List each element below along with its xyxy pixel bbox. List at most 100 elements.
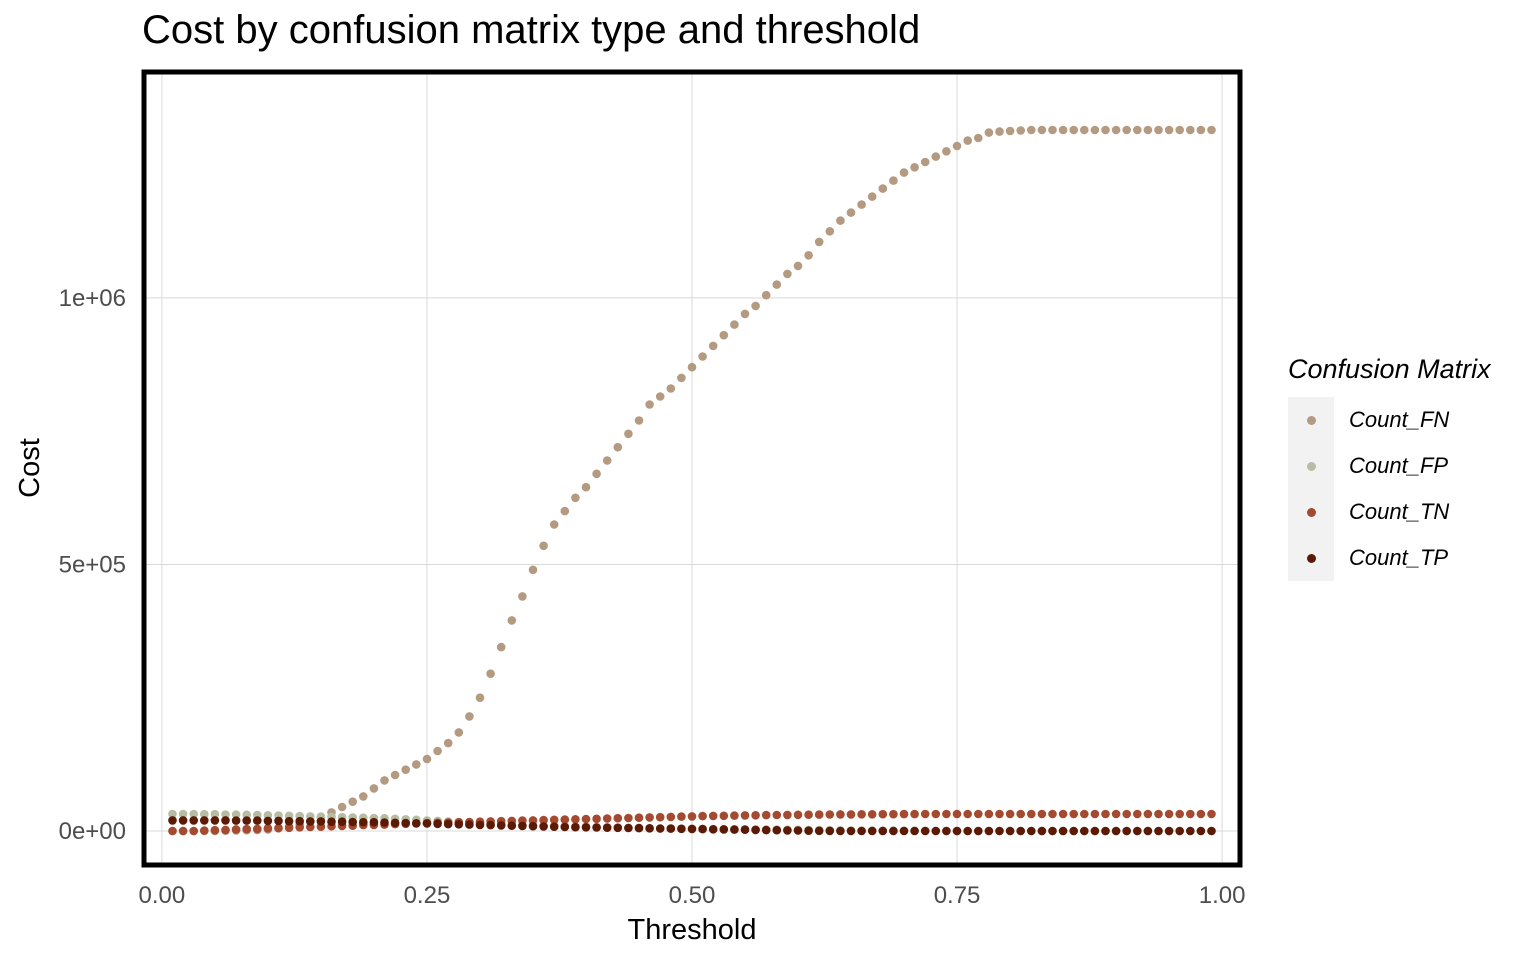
data-point: [624, 823, 633, 833]
data-point: [1016, 809, 1025, 819]
data-point: [539, 815, 548, 825]
data-point: [465, 820, 474, 829]
y-tick-label: 0e+00: [59, 818, 126, 845]
x-axis-ticks: 0.00 0.25 0.50 0.75 1.00: [139, 882, 1246, 909]
data-point: [210, 816, 220, 825]
data-point: [518, 821, 527, 831]
data-point: [200, 826, 209, 835]
data-points: [168, 125, 1216, 836]
data-point: [369, 784, 379, 793]
data-point: [687, 812, 697, 821]
data-point: [1133, 809, 1142, 819]
legend-item: Count_FN: [1288, 397, 1491, 443]
data-point: [995, 826, 1004, 836]
data-point: [878, 184, 888, 193]
data-point: [581, 482, 591, 492]
data-point: [942, 826, 951, 836]
data-point: [1154, 809, 1163, 819]
data-point: [1111, 125, 1121, 135]
data-point: [878, 809, 888, 819]
data-point: [963, 809, 972, 819]
data-point: [783, 810, 792, 820]
data-point: [761, 290, 771, 300]
data-point: [793, 810, 803, 820]
data-point: [730, 320, 739, 329]
data-point: [539, 822, 548, 831]
data-point: [1027, 826, 1036, 836]
data-point: [295, 816, 305, 826]
data-point: [221, 825, 230, 835]
legend-entries: Count_FN Count_FP Count_TN Count_TP: [1288, 397, 1491, 581]
data-point: [412, 819, 421, 828]
data-point: [1069, 826, 1078, 836]
data-point: [231, 810, 241, 819]
panel-border: [141, 69, 1243, 868]
data-point: [889, 176, 898, 185]
data-point: [804, 251, 813, 260]
data-point: [1122, 809, 1131, 819]
data-point: [836, 216, 845, 225]
data-point: [995, 127, 1004, 136]
data-point: [634, 813, 644, 822]
data-point: [910, 809, 919, 819]
data-point: [804, 810, 813, 819]
legend-label: Count_FN: [1349, 407, 1450, 432]
data-point: [698, 352, 707, 361]
data-point: [465, 712, 474, 721]
data-point: [772, 825, 782, 835]
data-point: [889, 826, 898, 836]
data-point: [549, 520, 559, 529]
data-point: [168, 816, 177, 825]
data-point: [677, 812, 686, 821]
data-point: [433, 746, 442, 756]
data-point: [963, 136, 972, 145]
data-point: [645, 824, 654, 833]
data-point: [1196, 826, 1206, 836]
data-point: [814, 237, 824, 247]
data-point: [200, 816, 209, 825]
data-point: [443, 819, 453, 829]
data-point: [560, 506, 570, 516]
data-point: [1196, 125, 1206, 135]
data-point: [1111, 809, 1121, 819]
data-point: [889, 809, 898, 819]
data-point: [910, 163, 919, 172]
data-point: [666, 812, 676, 822]
data-point: [560, 815, 570, 824]
data-point: [1164, 826, 1174, 836]
data-point: [359, 817, 368, 827]
data-point: [878, 826, 888, 836]
data-point: [814, 810, 824, 819]
x-tick-label: 0.00: [139, 882, 186, 909]
y-tick-label: 5e+05: [59, 551, 126, 578]
data-point: [252, 824, 262, 834]
data-point: [984, 128, 994, 137]
data-point: [581, 814, 591, 824]
data-point: [857, 810, 866, 819]
data-point: [942, 809, 951, 819]
data-point: [571, 815, 580, 824]
data-point: [528, 565, 538, 575]
data-point: [942, 147, 951, 156]
data-point: [1101, 826, 1110, 836]
data-point: [178, 816, 188, 825]
x-tick-label: 1.00: [1199, 882, 1246, 909]
data-point: [221, 810, 230, 819]
legend-key: [1288, 443, 1334, 489]
data-point: [337, 817, 347, 826]
data-point: [730, 811, 739, 820]
data-point: [189, 809, 198, 819]
data-point: [401, 765, 411, 774]
data-point: [836, 810, 845, 819]
grid-lines: [146, 74, 1238, 863]
data-point: [486, 669, 495, 678]
data-point: [412, 760, 421, 769]
data-point: [1111, 826, 1121, 836]
data-point: [783, 269, 792, 279]
data-point: [613, 823, 623, 833]
data-point: [761, 810, 771, 820]
data-point: [242, 824, 251, 834]
data-point: [952, 141, 962, 151]
data-point: [1143, 809, 1153, 819]
